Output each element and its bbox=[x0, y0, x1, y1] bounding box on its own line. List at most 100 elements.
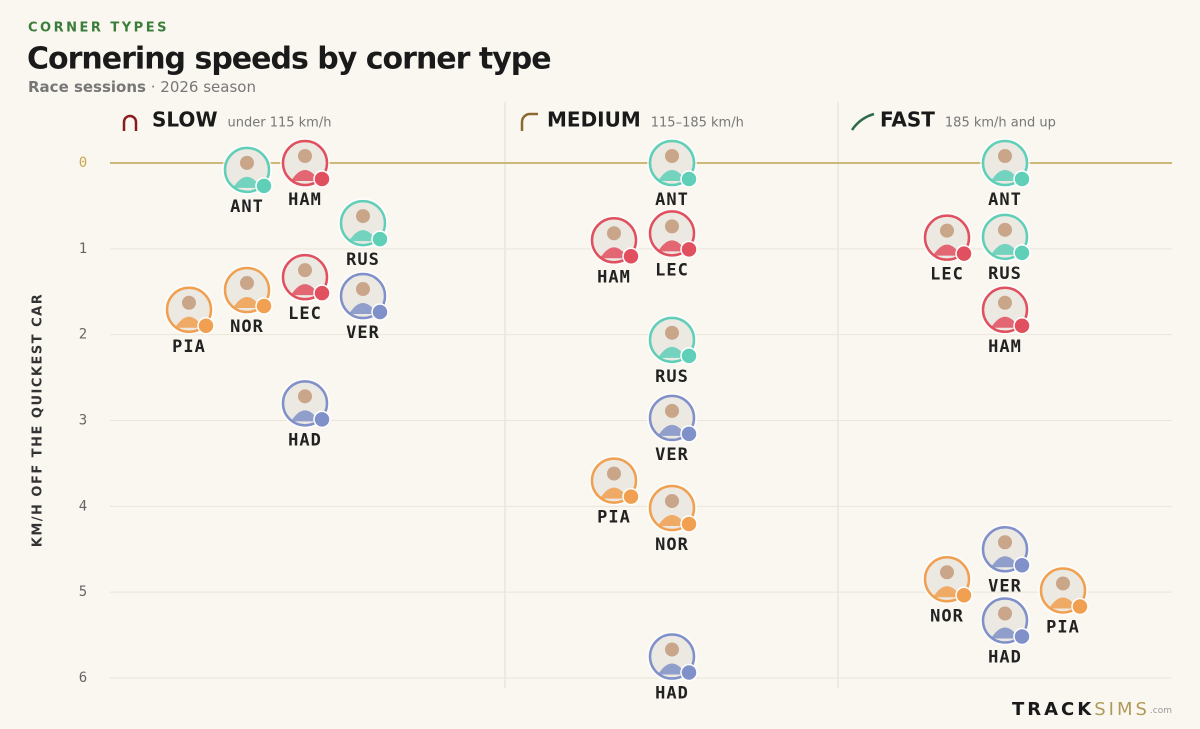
driver-marker bbox=[647, 392, 698, 443]
team-badge bbox=[622, 247, 640, 265]
driver-head bbox=[182, 295, 196, 310]
driver-body bbox=[233, 176, 261, 188]
driver-label: NOR bbox=[230, 317, 264, 337]
team-badge bbox=[955, 244, 973, 263]
driver-marker bbox=[647, 138, 698, 188]
driver-label: RUS bbox=[655, 367, 689, 387]
subtitle-rest: · 2026 season bbox=[151, 78, 256, 96]
driver-label: HAD bbox=[988, 647, 1022, 667]
driver-marker bbox=[980, 138, 1031, 188]
driver-body bbox=[600, 247, 628, 259]
team-badge bbox=[313, 284, 331, 302]
team-badge bbox=[680, 347, 698, 365]
subtitle-bold: Race sessions bbox=[28, 78, 146, 96]
driver-marker bbox=[647, 483, 698, 534]
driver-label: VER bbox=[655, 445, 689, 465]
brand-suffix: .com bbox=[1150, 706, 1172, 716]
team-badge bbox=[680, 425, 698, 443]
driver-marker bbox=[164, 284, 215, 335]
driver-label: RUS bbox=[988, 264, 1022, 284]
driver-label: ANT bbox=[988, 190, 1022, 210]
driver-marker bbox=[338, 198, 389, 249]
driver-label: LEC bbox=[655, 260, 689, 280]
driver-label: RUS bbox=[346, 250, 380, 270]
driver-body bbox=[349, 303, 377, 315]
driver-head bbox=[665, 494, 679, 509]
driver-marker bbox=[647, 314, 698, 365]
driver-head bbox=[998, 149, 1012, 163]
corner-icon bbox=[122, 114, 138, 131]
driver-head bbox=[998, 535, 1012, 550]
team-badge bbox=[1013, 170, 1031, 188]
team-badge bbox=[622, 487, 640, 506]
driver-body bbox=[291, 170, 319, 181]
brand-main: TRACK bbox=[1012, 699, 1094, 720]
driver-marker bbox=[980, 524, 1031, 575]
brand: TRACKSIMS.com bbox=[1012, 699, 1172, 720]
driver-label: HAM bbox=[597, 267, 631, 287]
driver-head bbox=[665, 403, 679, 418]
driver-body bbox=[991, 316, 1019, 328]
corner-icon bbox=[520, 112, 538, 131]
brand-accent: SIMS bbox=[1094, 699, 1150, 720]
driver-marker bbox=[647, 631, 698, 682]
team-badge bbox=[197, 317, 215, 335]
panel-title: FAST bbox=[880, 108, 935, 132]
team-badge bbox=[680, 663, 698, 682]
driver-body bbox=[933, 586, 961, 598]
driver-head bbox=[998, 222, 1012, 237]
driver-body bbox=[658, 240, 686, 252]
driver-label: VER bbox=[346, 323, 380, 343]
driver-label: HAD bbox=[288, 430, 322, 450]
team-badge bbox=[1013, 627, 1031, 646]
team-badge bbox=[371, 303, 389, 321]
driver-label: LEC bbox=[930, 265, 964, 285]
y-tick-label: 2 bbox=[79, 327, 87, 343]
driver-head bbox=[240, 276, 254, 291]
team-badge bbox=[1013, 317, 1031, 335]
driver-body bbox=[658, 663, 686, 675]
driver-label: PIA bbox=[597, 508, 631, 528]
team-badge bbox=[680, 170, 698, 188]
driver-label: ANT bbox=[230, 197, 264, 217]
y-tick-label: 5 bbox=[79, 584, 87, 600]
chart-title: Cornering speeds by corner type bbox=[27, 42, 551, 77]
panel-title: MEDIUM bbox=[547, 108, 641, 132]
driver-label: VER bbox=[988, 576, 1022, 596]
driver-marker bbox=[922, 554, 973, 605]
team-badge bbox=[1013, 244, 1031, 262]
driver-head bbox=[998, 295, 1012, 310]
driver-body bbox=[991, 243, 1019, 255]
panel-range: 115–185 km/h bbox=[651, 116, 744, 131]
driver-label: NOR bbox=[930, 606, 964, 626]
subtitle: Race sessions · 2026 season bbox=[28, 78, 256, 96]
driver-head bbox=[356, 209, 370, 224]
driver-label: NOR bbox=[655, 535, 689, 555]
driver-marker bbox=[280, 378, 331, 429]
driver-label: HAD bbox=[655, 684, 689, 704]
driver-marker bbox=[589, 455, 640, 506]
driver-head bbox=[240, 155, 254, 170]
team-badge bbox=[313, 410, 331, 429]
driver-body bbox=[658, 424, 686, 436]
driver-body bbox=[175, 316, 203, 328]
driver-head bbox=[940, 565, 954, 580]
driver-marker bbox=[280, 138, 331, 188]
driver-head bbox=[298, 389, 312, 404]
driver-body bbox=[658, 515, 686, 527]
driver-body bbox=[991, 556, 1019, 568]
team-badge bbox=[955, 586, 973, 605]
driver-marker bbox=[1038, 565, 1089, 616]
driver-head bbox=[665, 642, 679, 657]
driver-head bbox=[607, 226, 621, 241]
driver-head bbox=[607, 466, 621, 481]
driver-marker bbox=[222, 144, 273, 195]
panel-range: under 115 km/h bbox=[228, 116, 332, 131]
driver-head bbox=[356, 282, 370, 297]
driver-label: HAM bbox=[288, 190, 322, 210]
driver-body bbox=[1049, 597, 1077, 609]
driver-body bbox=[991, 627, 1019, 639]
y-tick-label: 4 bbox=[79, 498, 87, 514]
driver-marker bbox=[980, 211, 1031, 262]
driver-label: PIA bbox=[172, 337, 206, 357]
